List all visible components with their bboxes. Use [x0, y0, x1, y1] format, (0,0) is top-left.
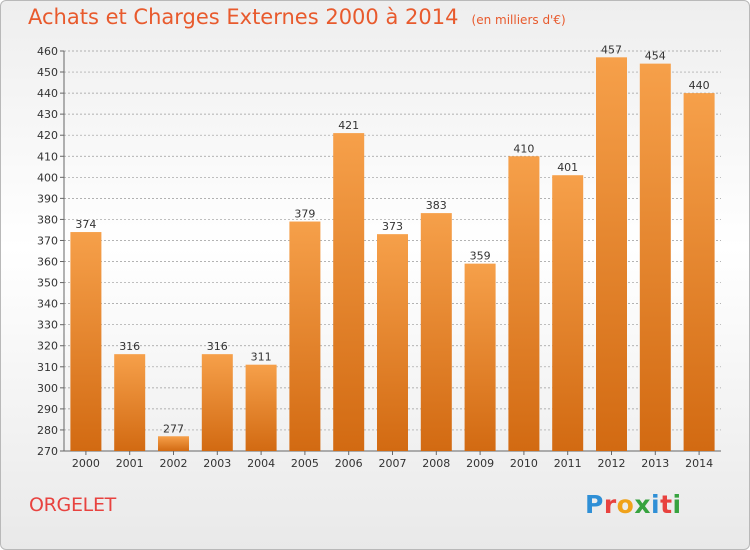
x-tick-label: 2007 — [379, 457, 407, 470]
bar-value-label: 311 — [251, 351, 272, 364]
x-tick-label: 2004 — [247, 457, 275, 470]
chart-title-text: Achats et Charges Externes 2000 à 2014 — [28, 5, 459, 29]
bar-value-label: 373 — [382, 220, 403, 233]
logo-letter: P — [585, 490, 604, 519]
bar — [683, 93, 715, 452]
bar — [596, 57, 627, 451]
y-tick-label: 450 — [37, 66, 58, 79]
logo-letter: x — [634, 490, 651, 519]
bar-value-label: 401 — [557, 161, 578, 174]
y-tick-label: 370 — [37, 234, 58, 247]
y-tick-label: 290 — [37, 403, 58, 416]
city-name: ORGELET — [29, 494, 116, 516]
unit-note: (en milliers d'€) — [471, 13, 566, 27]
bar — [333, 133, 365, 451]
y-tick-label: 400 — [37, 171, 58, 184]
bar-value-label: 440 — [689, 79, 710, 92]
x-tick-label: 2014 — [685, 457, 713, 470]
y-tick-label: 270 — [37, 445, 58, 458]
y-tick-label: 440 — [37, 87, 58, 100]
bar-value-label: 379 — [294, 208, 315, 221]
x-tick-label: 2001 — [116, 457, 144, 470]
bar — [420, 213, 452, 451]
bar-value-label: 383 — [426, 199, 447, 212]
bar — [245, 364, 277, 451]
y-tick-label: 350 — [37, 277, 58, 290]
bar-value-label: 454 — [645, 50, 666, 63]
x-tick-label: 2008 — [422, 457, 450, 470]
bar-value-label: 421 — [338, 119, 359, 132]
logo-letter: i — [672, 490, 682, 519]
x-tick-label: 2009 — [466, 457, 494, 470]
bar — [464, 263, 496, 451]
y-tick-label: 280 — [37, 424, 58, 437]
bar — [158, 436, 189, 451]
bar-value-label: 316 — [119, 340, 140, 353]
y-tick-label: 320 — [37, 340, 58, 353]
y-tick-label: 360 — [37, 256, 58, 269]
bar-value-label: 316 — [207, 340, 228, 353]
chart-title: Achats et Charges Externes 2000 à 2014 (… — [28, 5, 566, 29]
logo-letter: i — [651, 490, 661, 519]
y-tick-label: 430 — [37, 108, 58, 121]
y-tick-label: 310 — [37, 361, 58, 374]
logo-letter: t — [660, 490, 673, 519]
x-tick-label: 2000 — [72, 457, 100, 470]
x-tick-label: 2013 — [641, 457, 669, 470]
x-tick-label: 2006 — [335, 457, 363, 470]
y-tick-label: 410 — [37, 150, 58, 163]
bar-value-label: 374 — [75, 218, 96, 231]
bar — [114, 354, 146, 451]
x-tick-label: 2011 — [554, 457, 582, 470]
bar — [377, 234, 408, 451]
bar — [201, 354, 233, 451]
y-tick-label: 340 — [37, 298, 58, 311]
y-tick-label: 390 — [37, 192, 58, 205]
y-tick-label: 300 — [37, 382, 58, 395]
logo-letter: o — [616, 490, 635, 519]
proxiti-logo: Proxiti — [585, 490, 682, 519]
bar — [70, 232, 102, 451]
x-tick-label: 2003 — [203, 457, 231, 470]
bar — [508, 156, 540, 451]
y-tick-label: 380 — [37, 213, 58, 226]
bar-value-label: 410 — [513, 142, 534, 155]
bar — [639, 63, 671, 451]
bar — [289, 221, 321, 451]
x-tick-label: 2005 — [291, 457, 319, 470]
bar-value-label: 457 — [601, 43, 622, 56]
x-tick-label: 2012 — [598, 457, 626, 470]
x-tick-label: 2002 — [160, 457, 188, 470]
logo-letter: r — [603, 490, 617, 519]
y-tick-label: 420 — [37, 129, 58, 142]
x-tick-label: 2010 — [510, 457, 538, 470]
bar-value-label: 359 — [470, 250, 491, 263]
bar-value-label: 277 — [163, 422, 184, 435]
y-tick-label: 460 — [37, 45, 58, 58]
y-tick-label: 330 — [37, 319, 58, 332]
bar — [552, 175, 584, 452]
